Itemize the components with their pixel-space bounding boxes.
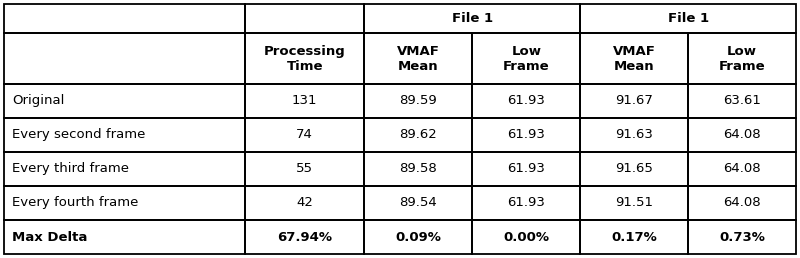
Text: 55: 55 bbox=[296, 162, 314, 175]
Bar bbox=[472, 84, 580, 118]
Text: Low
Frame: Low Frame bbox=[718, 45, 766, 72]
Text: 0.73%: 0.73% bbox=[719, 231, 765, 244]
Text: Max Delta: Max Delta bbox=[13, 231, 88, 244]
Bar bbox=[365, 186, 472, 220]
Bar bbox=[4, 118, 245, 152]
Text: 64.08: 64.08 bbox=[723, 128, 761, 141]
Text: 74: 74 bbox=[296, 128, 313, 141]
Bar bbox=[580, 118, 688, 152]
Bar bbox=[472, 34, 580, 84]
Bar bbox=[365, 118, 472, 152]
Text: Every third frame: Every third frame bbox=[13, 162, 130, 175]
Bar bbox=[580, 4, 796, 34]
Bar bbox=[472, 186, 580, 220]
Text: 0.17%: 0.17% bbox=[611, 231, 657, 244]
Bar bbox=[245, 186, 365, 220]
Text: Every fourth frame: Every fourth frame bbox=[13, 197, 138, 209]
Bar bbox=[4, 4, 245, 34]
Bar bbox=[688, 84, 796, 118]
Text: Processing
Time: Processing Time bbox=[264, 45, 346, 72]
Text: 0.00%: 0.00% bbox=[503, 231, 550, 244]
Bar bbox=[688, 118, 796, 152]
Bar bbox=[472, 118, 580, 152]
Text: 91.65: 91.65 bbox=[615, 162, 653, 175]
Bar bbox=[472, 220, 580, 254]
Bar bbox=[580, 84, 688, 118]
Text: File 1: File 1 bbox=[667, 12, 709, 25]
Text: Every second frame: Every second frame bbox=[13, 128, 146, 141]
Text: 91.63: 91.63 bbox=[615, 128, 653, 141]
Text: 91.67: 91.67 bbox=[615, 94, 653, 107]
Bar bbox=[365, 34, 472, 84]
Bar bbox=[4, 152, 245, 186]
Text: 64.08: 64.08 bbox=[723, 162, 761, 175]
Text: 61.93: 61.93 bbox=[507, 94, 546, 107]
Text: 64.08: 64.08 bbox=[723, 197, 761, 209]
Bar bbox=[245, 34, 365, 84]
Bar bbox=[245, 118, 365, 152]
Bar bbox=[245, 84, 365, 118]
Bar bbox=[365, 220, 472, 254]
Text: 63.61: 63.61 bbox=[723, 94, 761, 107]
Text: Low
Frame: Low Frame bbox=[503, 45, 550, 72]
Text: 131: 131 bbox=[292, 94, 318, 107]
Text: 89.54: 89.54 bbox=[399, 197, 438, 209]
Text: 0.09%: 0.09% bbox=[395, 231, 442, 244]
Text: File 1: File 1 bbox=[452, 12, 493, 25]
Bar bbox=[688, 34, 796, 84]
Bar bbox=[365, 84, 472, 118]
Text: VMAF
Mean: VMAF Mean bbox=[613, 45, 656, 72]
Bar bbox=[688, 186, 796, 220]
Bar bbox=[4, 84, 245, 118]
Text: VMAF
Mean: VMAF Mean bbox=[397, 45, 440, 72]
Bar bbox=[4, 34, 245, 84]
Text: 67.94%: 67.94% bbox=[278, 231, 332, 244]
Bar bbox=[580, 34, 688, 84]
Text: Original: Original bbox=[13, 94, 65, 107]
Bar bbox=[4, 220, 245, 254]
Text: 61.93: 61.93 bbox=[507, 162, 546, 175]
Bar bbox=[365, 4, 580, 34]
Bar bbox=[688, 220, 796, 254]
Text: 89.58: 89.58 bbox=[399, 162, 438, 175]
Bar bbox=[245, 220, 365, 254]
Text: 89.62: 89.62 bbox=[399, 128, 438, 141]
Text: 89.59: 89.59 bbox=[399, 94, 438, 107]
Bar bbox=[580, 220, 688, 254]
Text: 42: 42 bbox=[296, 197, 313, 209]
Bar bbox=[365, 152, 472, 186]
Bar bbox=[580, 152, 688, 186]
Bar bbox=[472, 152, 580, 186]
Bar bbox=[4, 186, 245, 220]
Text: 61.93: 61.93 bbox=[507, 128, 546, 141]
Text: 91.51: 91.51 bbox=[615, 197, 653, 209]
Bar bbox=[245, 152, 365, 186]
Text: 61.93: 61.93 bbox=[507, 197, 546, 209]
Bar bbox=[580, 186, 688, 220]
Bar bbox=[688, 152, 796, 186]
Bar bbox=[245, 4, 365, 34]
